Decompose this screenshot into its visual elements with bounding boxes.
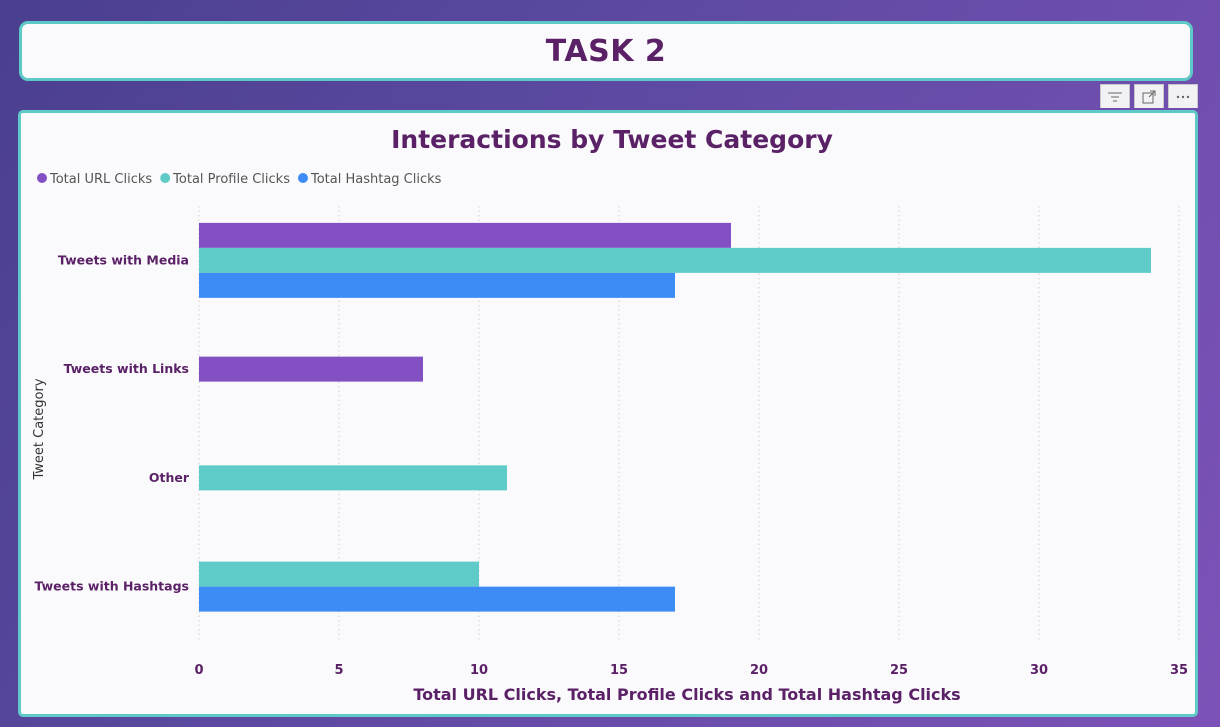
bar-0-2[interactable] (199, 272, 675, 298)
legend-label-2[interactable]: Total Hashtag Clicks (310, 172, 442, 187)
y-tick-labels: Tweets with Media Tweets with Links Other T… (34, 252, 189, 593)
bar-2-1[interactable] (199, 465, 507, 491)
x-tick-label-4: 20 (750, 663, 768, 678)
legend: Total URL Clicks Total Profile Clicks Tota… (37, 172, 442, 187)
chart-card: Interactions by Tweet Category Total URL… (18, 110, 1198, 717)
y-tick-label-3: Tweets with Hashtags (34, 579, 189, 594)
y-tick-label-0: Tweets with Media (58, 252, 189, 267)
y-tick-label-1: Tweets with Links (64, 361, 189, 376)
focus-mode-button[interactable] (1134, 84, 1164, 108)
legend-label-1[interactable]: Total Profile Clicks (172, 172, 290, 187)
legend-marker-1 (160, 173, 171, 183)
x-tick-label-1: 5 (334, 663, 343, 678)
more-options-button[interactable] (1168, 84, 1198, 108)
visual-header (1100, 84, 1198, 108)
x-tick-label-2: 10 (470, 663, 488, 678)
legend-label-0[interactable]: Total URL Clicks (49, 172, 152, 187)
bars (199, 222, 1151, 612)
x-tick-label-6: 30 (1030, 663, 1048, 678)
bar-1-0[interactable] (199, 356, 423, 382)
chart-title: Interactions by Tweet Category (391, 125, 833, 154)
x-tick-label-7: 35 (1170, 663, 1188, 678)
title-card: TASK 2 (19, 21, 1193, 81)
x-tick-label-0: 0 (194, 663, 203, 678)
bar-0-0[interactable] (199, 222, 731, 248)
bar-3-1[interactable] (199, 561, 479, 587)
focus-mode-icon (1142, 90, 1156, 103)
bar-chart: Interactions by Tweet Category Total URL… (32, 125, 1188, 704)
x-axis-title: Total URL Clicks, Total Profile Clicks a… (413, 685, 960, 704)
page-title: TASK 2 (545, 33, 667, 69)
legend-marker-0 (37, 173, 47, 183)
x-tick-label-3: 15 (610, 663, 628, 678)
x-tick-labels: 0 5 10 15 20 25 30 35 (194, 663, 1188, 678)
filter-icon (1108, 92, 1122, 101)
more-options-icon (1176, 95, 1190, 98)
y-tick-label-2: Other (149, 470, 190, 485)
y-axis-title: Tweet Category (32, 378, 47, 480)
x-tick-label-5: 25 (890, 663, 908, 678)
filter-button[interactable] (1100, 84, 1130, 108)
legend-marker-2 (297, 173, 308, 183)
bar-3-2[interactable] (199, 586, 675, 612)
bar-0-1[interactable] (199, 247, 1151, 273)
